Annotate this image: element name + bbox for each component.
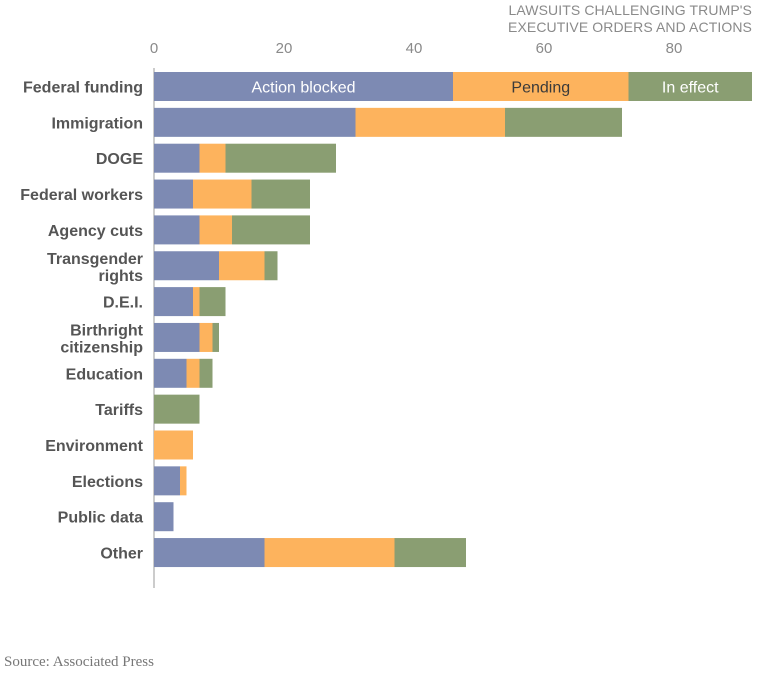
bars — [154, 72, 752, 568]
category-label: Immigration — [51, 115, 143, 132]
bar-segment — [225, 143, 336, 173]
bar-segment — [154, 466, 180, 496]
x-tick-label: 60 — [536, 40, 553, 57]
bar-segment — [251, 179, 310, 209]
category-label: citizenship — [60, 339, 143, 356]
bar-segment — [154, 107, 356, 137]
series-label: Pending — [511, 80, 570, 97]
category-label: Federal funding — [23, 80, 143, 97]
bar-segment — [154, 502, 174, 532]
category-label: Other — [100, 546, 143, 563]
bar-segment — [193, 287, 200, 317]
bar-segment — [264, 251, 278, 281]
bar-segment — [193, 179, 252, 209]
bar-segment — [154, 143, 200, 173]
bar-segment — [628, 72, 752, 101]
bar-segment — [154, 179, 193, 209]
bar-segment — [232, 215, 310, 245]
bar-segment — [264, 538, 395, 568]
bar-segment — [219, 251, 265, 281]
bar-segment — [199, 143, 226, 173]
bar-segment — [199, 287, 226, 317]
category-label: Education — [66, 366, 143, 383]
category-label: Public data — [58, 510, 143, 527]
bar-segment — [154, 358, 187, 388]
category-label: Transgender — [47, 251, 143, 268]
bar-segment — [154, 251, 219, 281]
series-label: In effect — [662, 80, 719, 97]
bar-segment — [199, 215, 232, 245]
x-tick-label: 80 — [666, 40, 683, 57]
category-label: Federal workers — [20, 187, 143, 204]
category-label: Agency cuts — [48, 223, 143, 240]
bar-segment — [394, 538, 466, 568]
x-axis-ticks: 0 20 40 60 80 — [150, 40, 683, 57]
category-label: DOGE — [96, 151, 143, 168]
bar-segment — [154, 72, 453, 101]
bar-segment — [355, 107, 505, 137]
bar-segment — [154, 287, 193, 317]
category-label: Elections — [72, 474, 143, 491]
category-label: D.E.I. — [103, 295, 143, 312]
bar-segment — [453, 72, 629, 101]
category-label: Environment — [45, 438, 143, 455]
category-label: Birthright — [70, 322, 144, 339]
bar-segment — [505, 107, 622, 137]
bar-segment — [154, 394, 200, 424]
axis-title: LAWSUITS CHALLENGING TRUMP'S EXECUTIVE O… — [508, 2, 752, 35]
bar-segment — [186, 358, 200, 388]
bar-segment — [212, 322, 219, 352]
category-label: rights — [99, 268, 144, 285]
source-note: Source: Associated Press — [4, 654, 154, 670]
bar-segment — [154, 538, 265, 568]
bar-segment — [199, 322, 213, 352]
bar-segment — [154, 322, 200, 352]
bar-segment — [154, 215, 200, 245]
x-tick-label: 20 — [276, 40, 293, 57]
category-labels: Federal funding Immigration DOGE Federal wo… — [20, 80, 143, 563]
x-tick-label: 40 — [406, 40, 423, 57]
bar-segment — [199, 358, 213, 388]
category-label: Tariffs — [95, 402, 143, 419]
bar-segment — [180, 466, 187, 496]
series-label: Action blocked — [251, 80, 355, 97]
bar-segment — [154, 430, 193, 460]
x-tick-label: 0 — [150, 40, 158, 57]
inline-series-labels: Action blocked Pending In effect — [251, 80, 719, 97]
